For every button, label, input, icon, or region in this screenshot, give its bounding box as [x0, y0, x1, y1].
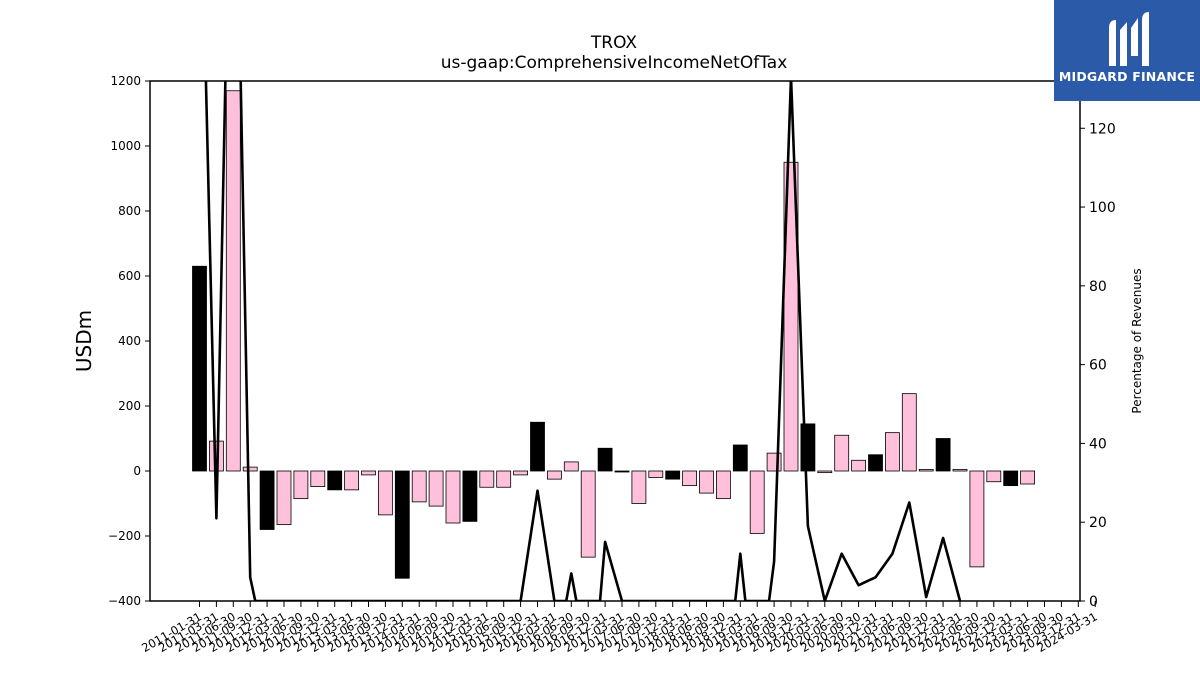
y2-tick-label: 120: [1089, 121, 1116, 137]
percentage-line-group: [204, 81, 962, 601]
y2-tick-label: 20: [1089, 515, 1107, 531]
bar-2022-12-31: [1003, 470, 1019, 487]
y-tick-label: −400: [108, 594, 141, 608]
bar-2019-09-30: [783, 161, 799, 472]
bar-2015-03-31: [479, 470, 495, 488]
bar-2021-09-30: [918, 468, 934, 472]
y2-tick-label: 40: [1089, 436, 1107, 452]
bar-2011-01-31: [192, 265, 207, 472]
bar-2022-06-30: [969, 470, 985, 568]
bar-2011-06-30: [225, 90, 241, 472]
bar-2013-12-31: [394, 470, 410, 579]
y-axis-label: USDm: [72, 310, 96, 372]
y-tick-label: 800: [118, 204, 141, 218]
bar-2012-12-31: [327, 470, 343, 491]
y2-axis-label: Percentage of Revenues: [1130, 268, 1144, 413]
bar-2021-12-31: [935, 438, 951, 472]
bar-2013-09-30: [377, 470, 393, 516]
y-axis-right: 0 20 40 60 80 100 120: [1080, 121, 1116, 610]
y-axis-left: −400 −200 0 200 400 600 800 1000 1200: [108, 74, 150, 608]
bar-2012-09-30: [310, 470, 326, 488]
y-tick-label: 1000: [110, 139, 141, 153]
bar-2017-09-30: [648, 470, 664, 478]
bar-2020-09-30: [851, 459, 866, 472]
midgard-logo-icon: [1109, 12, 1149, 66]
bar-2018-03-31: [682, 470, 697, 487]
bar-2014-06-30: [428, 470, 444, 507]
bar-2016-12-31: [597, 447, 613, 472]
bar-2021-06-30: [901, 393, 917, 472]
bar-2016-06-30: [563, 461, 579, 472]
bar-2023-03-31: [1020, 470, 1035, 485]
bar-2011-12-31: [259, 470, 275, 530]
bar-2013-03-31: [344, 470, 360, 491]
y-tick-label: −200: [108, 529, 141, 543]
y-tick-label: 0: [133, 464, 141, 478]
bar-2014-09-30: [445, 470, 461, 524]
bar-2016-09-30: [580, 470, 596, 558]
chart-subtitle: us-gaap:ComprehensiveIncomeNetOfTax: [441, 53, 788, 73]
bar-2015-12-31: [530, 421, 545, 472]
bar-2018-12-31: [732, 444, 748, 472]
percentage-line: [204, 81, 962, 601]
bar-2017-03-31: [614, 470, 630, 473]
bar-2019-03-31: [749, 470, 765, 534]
y-tick-label: 200: [118, 399, 141, 413]
bar-2014-03-31: [411, 470, 427, 503]
brand-name: MIDGARD FINANCE: [1058, 69, 1196, 84]
y-tick-label: 400: [118, 334, 141, 348]
y-tick-label: 600: [118, 269, 141, 283]
bar-2020-03-31: [817, 470, 833, 474]
y2-tick-label: 0: [1089, 594, 1098, 610]
bar-2022-09-30: [986, 470, 1002, 483]
bar-2012-03-31: [276, 470, 292, 526]
bar-2021-03-31: [885, 432, 900, 472]
chart-title: TROX: [590, 33, 637, 53]
bar-2022-03-31: [952, 468, 968, 472]
y2-tick-label: 80: [1089, 279, 1107, 295]
bar-2019-12-31: [800, 423, 816, 472]
bar-2015-06-30: [496, 470, 512, 488]
bar-2017-12-31: [665, 470, 681, 480]
x-axis: 2011-01-312011-03-312011-06-302011-09-30…: [139, 601, 1100, 655]
bar-2016-03-31: [547, 470, 562, 480]
y2-tick-label: 60: [1089, 358, 1107, 374]
y2-tick-label: 100: [1089, 200, 1116, 216]
bar-2018-09-30: [716, 470, 731, 500]
y-tick-label: 1200: [110, 74, 141, 88]
bar-2015-09-30: [513, 470, 528, 476]
bar-2012-06-30: [293, 470, 309, 500]
bar-2011-09-30: [242, 466, 258, 472]
bar-2013-06-30: [361, 470, 376, 476]
bar-2020-12-31: [868, 454, 883, 472]
bars-group: [192, 90, 1035, 579]
bar-2020-06-30: [834, 434, 850, 472]
bar-2017-06-30: [631, 470, 647, 504]
brand-logo: MIDGARD FINANCE: [1054, 0, 1200, 101]
bar-2018-06-30: [699, 470, 714, 494]
bar-2014-12-31: [462, 470, 478, 522]
